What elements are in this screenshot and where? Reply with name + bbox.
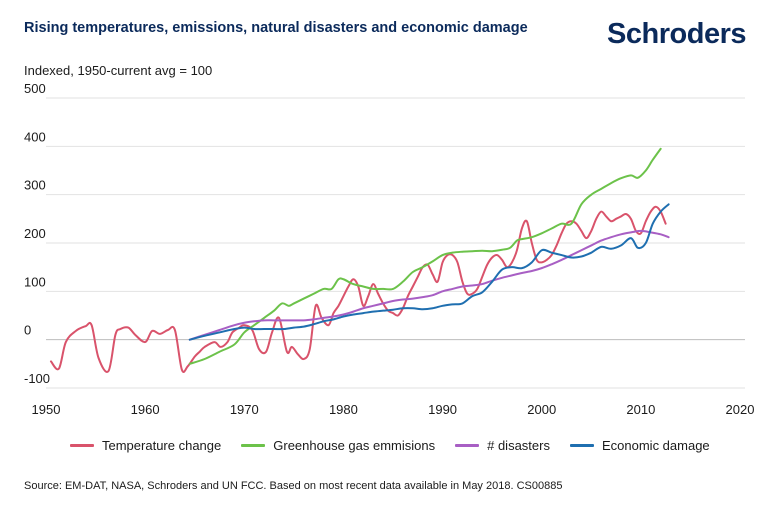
y-tick-label: 300 [24,178,46,193]
series-lines [49,147,670,373]
y-tick-label: 400 [24,129,46,144]
y-tick-label: 100 [24,274,46,289]
series-line-economic-damage [188,203,670,341]
legend-label: Greenhouse gas emmisions [273,438,436,453]
y-tick-label: 200 [24,226,46,241]
chart-title: Rising temperatures, emissions, natural … [24,20,528,36]
legend-swatch [70,444,94,447]
legend-swatch [455,444,480,447]
x-tick-label: 1980 [329,402,358,417]
legend-label: # disasters [487,438,550,453]
y-tick-label: -100 [24,371,50,386]
legend-item-temperature: Temperature change [70,438,221,453]
x-tick-label: 1970 [230,402,259,417]
legend-item-emissions: Greenhouse gas emmisions [241,438,435,453]
legend: Temperature change Greenhouse gas emmisi… [70,438,710,453]
legend-swatch [569,444,594,447]
x-axis-ticks: 1950 1960 1970 1980 1990 2000 2010 2020 [32,402,755,417]
series-line-disasters [188,229,670,341]
x-tick-label: 2000 [527,402,556,417]
legend-item-economic-damage: Economic damage [569,438,710,453]
y-tick-label: 0 [24,323,31,338]
legend-label: Temperature change [102,438,222,453]
series-line-greenhouse-gas-emmisions [188,147,662,365]
x-tick-label: 2010 [626,402,655,417]
legend-label: Economic damage [601,438,710,453]
x-tick-label: 1990 [428,402,457,417]
gridlines [46,97,745,389]
x-tick-label: 1960 [131,402,160,417]
y-axis-ticks: 500 400 300 200 100 0 -100 [24,81,50,386]
x-tick-label: 1950 [32,402,61,417]
x-tick-label: 2020 [726,402,755,417]
y-axis-label: Indexed, 1950-current avg = 100 [24,63,213,78]
y-tick-label: 500 [24,81,46,96]
series-line-temperature-change [49,205,667,373]
brand-logo: Schroders [607,18,746,50]
legend-swatch [241,444,266,447]
source-note: Source: EM-DAT, NASA, Schroders and UN F… [24,480,563,492]
legend-item-disasters: # disasters [455,438,550,453]
